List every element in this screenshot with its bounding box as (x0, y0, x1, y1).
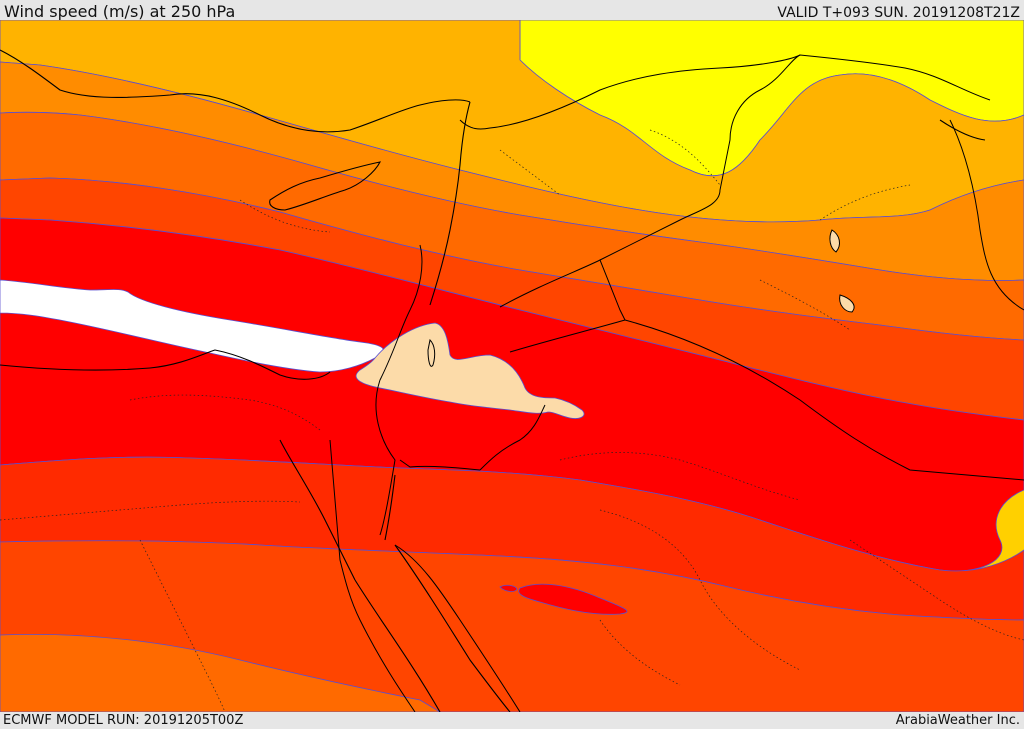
field-blob-red-sea (518, 583, 628, 615)
coastlines (0, 49, 986, 712)
jet-core-cream (355, 322, 585, 419)
model-run-label: ECMWF MODEL RUN: 20191205T00Z (3, 713, 244, 728)
country-borders (329, 54, 1024, 712)
header-bar: Wind speed (m/s) at 250 hPa VALID T+093 … (0, 0, 1024, 21)
map-canvas (0, 20, 1024, 712)
jet-core-white (0, 279, 384, 373)
field-blob-red-small (499, 584, 518, 592)
wind-speed-map[interactable] (0, 20, 1024, 712)
province-lines (0, 129, 1024, 712)
footer-bar: ECMWF MODEL RUN: 20191205T00Z ArabiaWeat… (0, 712, 1024, 729)
map-title: Wind speed (m/s) at 250 hPa (4, 2, 236, 21)
credit-label: ArabiaWeather Inc. (895, 713, 1020, 728)
field-band-orange-south (0, 633, 441, 712)
valid-time: VALID T+093 SUN. 20191208T21Z (777, 5, 1020, 21)
map-islands (427, 229, 855, 367)
